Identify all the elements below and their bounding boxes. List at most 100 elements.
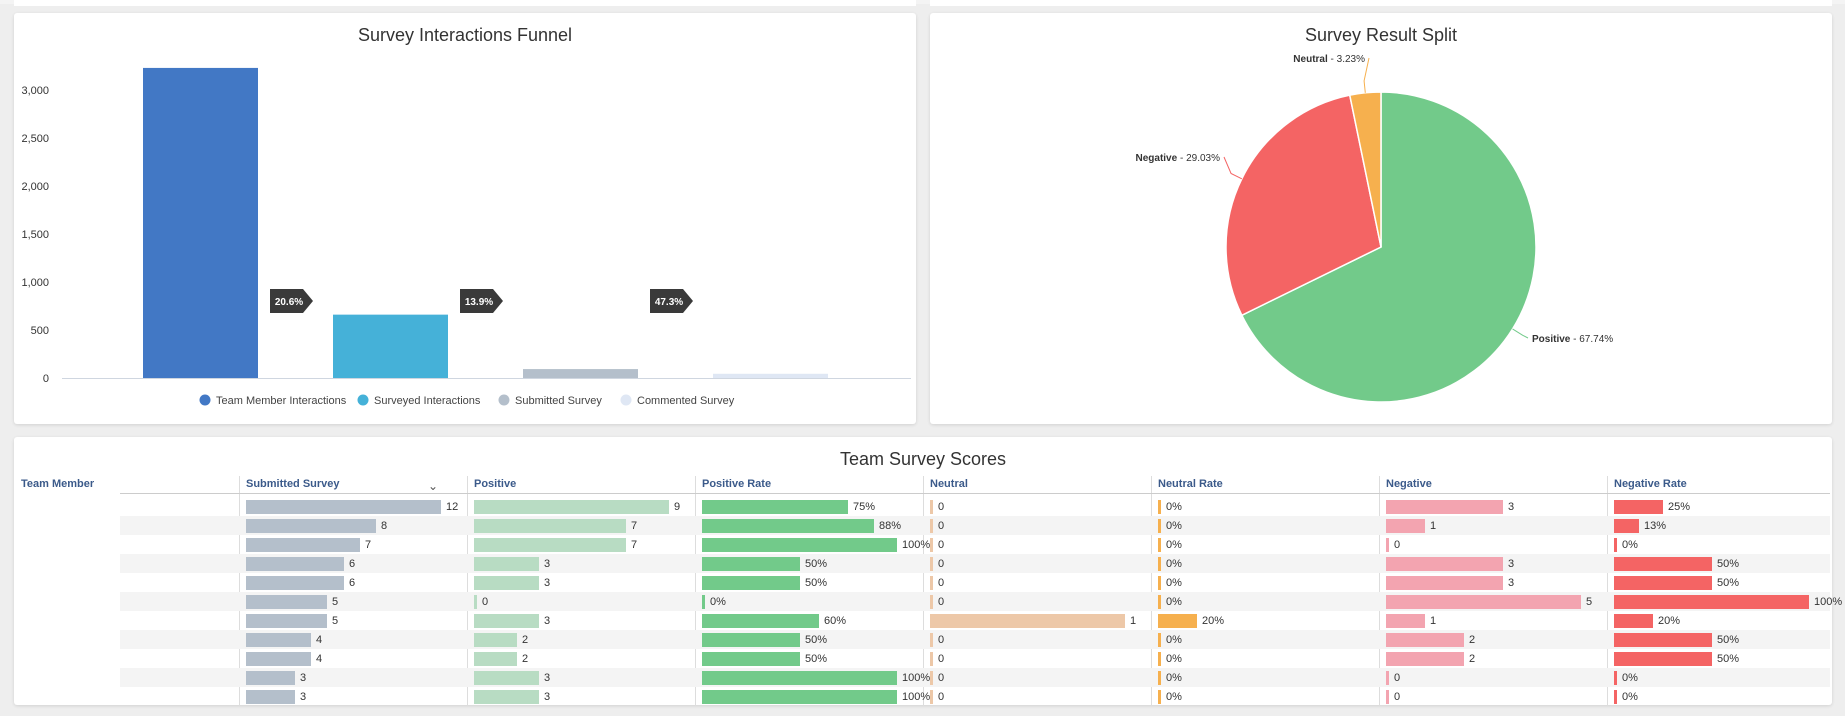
cell-value: 100%: [902, 691, 931, 703]
cell-value: 50%: [805, 577, 828, 589]
cell-value: 0: [938, 558, 945, 570]
data-bar: [1158, 652, 1161, 666]
cell-value: 50%: [1717, 653, 1740, 665]
submitted-survey-cell: 7: [246, 535, 466, 554]
positive-rate-cell: 50%: [702, 554, 922, 573]
negative-rate-cell: 20%: [1614, 611, 1834, 630]
table-row[interactable]: 6 3 50% 0 0% 3 50%: [120, 573, 1830, 592]
table-row[interactable]: 5 0 0% 0 0% 5 100%: [120, 592, 1842, 611]
positive-cell: 7: [474, 516, 694, 535]
neutral-rate-cell: 0%: [1158, 630, 1378, 649]
cell-value: 0%: [1166, 653, 1182, 665]
positive-cell: 3: [474, 554, 694, 573]
table-row[interactable]: 3 3 100% 0 0% 0 0%: [120, 668, 1830, 687]
negative-rate-cell: 50%: [1614, 573, 1834, 592]
cell-value: 3: [544, 615, 551, 627]
previous-card-edge: [930, 0, 1832, 6]
table-row[interactable]: 4 2 50% 0 0% 2 50%: [120, 630, 1830, 649]
data-bar: [246, 595, 327, 609]
data-bar: [474, 557, 539, 571]
legend-label: Team Member Interactions: [216, 395, 347, 407]
data-bar: [1386, 671, 1389, 685]
col-header-team-member[interactable]: Team Member: [21, 478, 95, 490]
negative-cell: 3: [1386, 573, 1606, 592]
pie-label-separator: -: [1570, 334, 1579, 345]
cell-value: 4: [316, 634, 323, 646]
col-header-neutral-rate[interactable]: Neutral Rate: [1158, 478, 1223, 490]
cell-value: 50%: [1717, 577, 1740, 589]
cell-value: 0: [938, 501, 945, 513]
data-bar: [1158, 671, 1161, 685]
data-bar: [474, 576, 539, 590]
neutral-rate-cell: 0%: [1158, 497, 1378, 516]
cell-value: 3: [300, 672, 307, 684]
conversion-arrow-icon: [650, 289, 693, 313]
sort-chevron-down-icon[interactable]: ⌄: [428, 479, 439, 493]
col-header-submitted-survey[interactable]: Submitted Survey: [246, 478, 340, 490]
pie-label-value: 67.74%: [1579, 334, 1613, 345]
submitted-survey-cell: 6: [246, 573, 466, 592]
table-row[interactable]: 12 9 75% 0 0% 3 25%: [120, 497, 1830, 516]
table-row[interactable]: 3 3 100% 0 0% 0 0%: [120, 687, 1830, 706]
col-header-negative-rate[interactable]: Negative Rate: [1614, 478, 1687, 490]
data-bar: [246, 671, 295, 685]
col-header-negative[interactable]: Negative: [1386, 478, 1432, 490]
pie-slice: [1348, 91, 1382, 248]
cell-value: 0%: [1166, 672, 1182, 684]
neutral-cell: 0: [930, 630, 1150, 649]
negative-cell: 0: [1386, 668, 1606, 687]
cell-value: 2: [522, 653, 529, 665]
legend-dot-icon: [357, 394, 369, 406]
cell-value: 100%: [902, 672, 931, 684]
cell-value: 0: [938, 691, 945, 703]
table-row[interactable]: 6 3 50% 0 0% 3 50%: [120, 554, 1830, 573]
neutral-cell: 0: [930, 592, 1150, 611]
negative-rate-cell: 100%: [1614, 592, 1842, 611]
positive-rate-cell: 50%: [702, 630, 922, 649]
neutral-cell: 0: [930, 649, 1150, 668]
submitted-survey-cell: 3: [246, 668, 466, 687]
cell-value: 0: [938, 577, 945, 589]
y-tick-label: 3,000: [21, 85, 49, 97]
data-bar: [1158, 633, 1161, 647]
cell-value: 12: [446, 501, 459, 513]
cell-value: 6: [349, 577, 356, 589]
legend-dot-icon: [199, 394, 211, 406]
data-bar: [1386, 595, 1581, 609]
negative-cell: 0: [1386, 535, 1606, 554]
col-header-positive-rate[interactable]: Positive Rate: [702, 478, 772, 490]
data-bar: [1386, 652, 1464, 666]
column-divider: [239, 476, 240, 706]
negative-rate-cell: 0%: [1614, 687, 1834, 706]
legend-label: Commented Survey: [637, 395, 735, 407]
cell-value: 1: [1130, 615, 1137, 627]
data-bar: [1158, 519, 1161, 533]
y-tick-label: 2,000: [21, 181, 49, 193]
negative-cell: 2: [1386, 649, 1606, 668]
table-row[interactable]: 7 7 100% 0 0% 0 0%: [120, 535, 1830, 554]
negative-cell: 2: [1386, 630, 1606, 649]
column-divider: [923, 476, 924, 706]
table-row[interactable]: 8 7 88% 0 0% 1 13%: [120, 516, 1830, 535]
column-divider: [1151, 476, 1152, 706]
data-bar: [246, 576, 344, 590]
data-bar: [702, 538, 897, 552]
negative-cell: 1: [1386, 611, 1606, 630]
table-row[interactable]: 5 3 60% 1 20% 1 20%: [120, 611, 1830, 630]
neutral-rate-cell: 0%: [1158, 554, 1378, 573]
split-chart: Positive - 67.74% Negative - 29.03% Neutra…: [1136, 54, 1613, 403]
col-header-positive[interactable]: Positive: [474, 478, 517, 490]
col-header-neutral[interactable]: Neutral: [930, 478, 968, 490]
data-bar: [930, 538, 933, 552]
conversion-rate-label: 47.3%: [655, 297, 683, 308]
table-row[interactable]: 4 2 50% 0 0% 2 50%: [120, 649, 1830, 668]
data-bar: [1614, 614, 1653, 628]
cell-value: 0%: [1166, 501, 1182, 513]
negative-rate-cell: 50%: [1614, 649, 1834, 668]
cell-value: 100%: [1814, 596, 1843, 608]
cell-value: 50%: [805, 653, 828, 665]
cell-value: 50%: [1717, 634, 1740, 646]
data-bar: [246, 500, 441, 514]
data-bar: [702, 671, 897, 685]
column-divider: [1607, 476, 1608, 706]
